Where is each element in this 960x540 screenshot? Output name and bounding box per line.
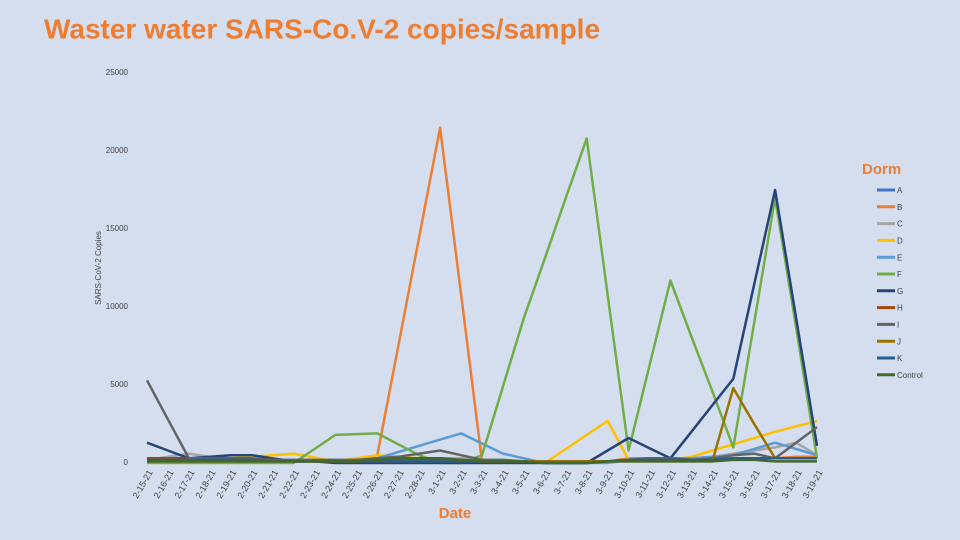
y-tick-label: 0 xyxy=(124,458,129,467)
x-axis-label: Date xyxy=(439,505,472,522)
series-line xyxy=(147,126,817,463)
x-tick-label: 2-28-21 xyxy=(403,468,427,500)
legend-label: E xyxy=(897,253,902,262)
y-tick-label: 15000 xyxy=(106,224,129,233)
x-tick-label: 3-10-21 xyxy=(612,468,636,500)
series-line xyxy=(147,457,817,465)
legend-label: G xyxy=(897,287,903,296)
x-tick-label: 3-1-21 xyxy=(426,468,448,496)
legend-label: H xyxy=(897,304,903,313)
y-tick-label: 10000 xyxy=(106,302,129,311)
legend-label: B xyxy=(897,203,902,212)
legend-label: J xyxy=(897,337,901,346)
legend-label: A xyxy=(897,186,903,195)
legend-label: C xyxy=(897,220,903,229)
x-tick-label: 3-19-21 xyxy=(801,468,825,500)
x-tick-label: 3-3-21 xyxy=(468,468,490,496)
x-tick-label: 3-5-21 xyxy=(510,468,532,496)
y-tick-label: 25000 xyxy=(106,68,129,77)
x-tick-label: 3-8-21 xyxy=(573,468,595,496)
y-tick-label: 20000 xyxy=(106,146,129,155)
series-line xyxy=(147,137,819,465)
y-tick-label: 5000 xyxy=(110,380,128,389)
y-axis-label: SARS-CoV-2 Copies xyxy=(94,231,103,305)
legend-label: D xyxy=(897,237,903,246)
x-tick-label: 3-9-21 xyxy=(594,468,616,496)
legend-title: Dorm xyxy=(862,161,901,178)
x-tick-label: 3-2-21 xyxy=(447,468,469,496)
x-tick-label: 3-6-21 xyxy=(531,468,553,496)
legend-label: I xyxy=(897,321,899,330)
x-tick-label: 3-4-21 xyxy=(489,468,511,496)
legend-label: K xyxy=(897,354,903,363)
chart-title: Waster water SARS-Co.V-2 copies/sample xyxy=(44,13,600,44)
legend-label: Control xyxy=(897,371,923,380)
x-tick-label: 3-7-21 xyxy=(552,468,574,496)
series-line xyxy=(146,188,819,465)
legend-label: F xyxy=(897,270,902,279)
